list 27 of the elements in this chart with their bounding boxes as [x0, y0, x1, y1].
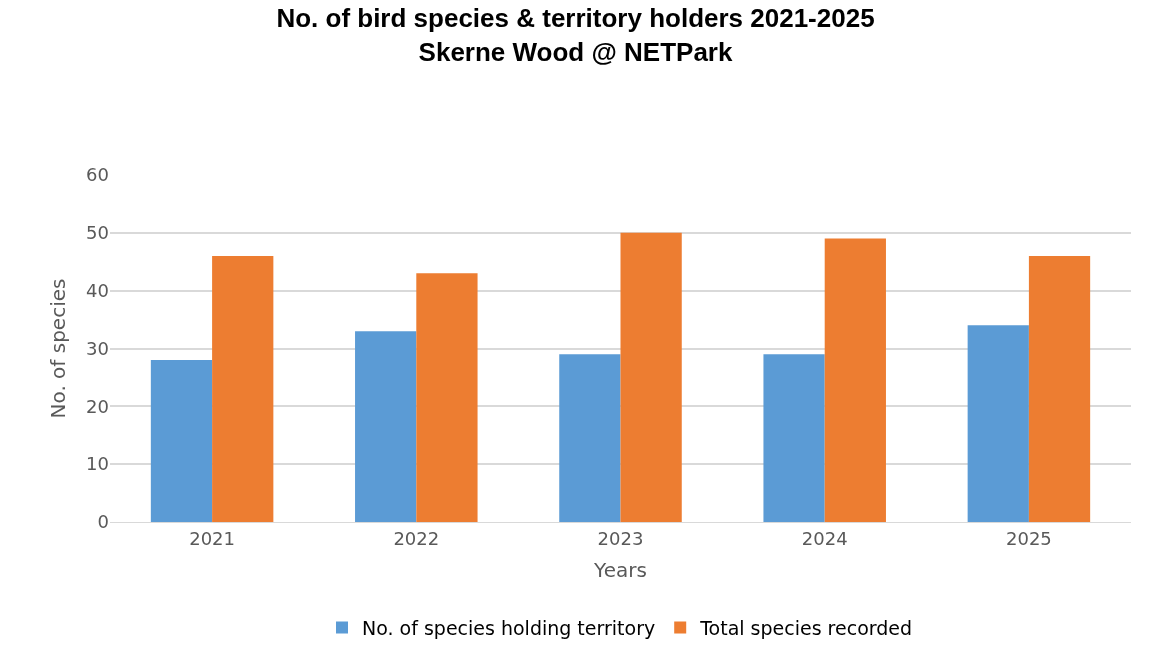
x-tick-label: 2023	[597, 527, 644, 549]
bar	[824, 238, 886, 522]
bar	[355, 331, 417, 522]
x-tick-label: 2022	[393, 527, 440, 549]
legend-label: Total species recorded	[699, 617, 913, 640]
bar	[559, 354, 621, 522]
bar	[620, 232, 682, 522]
legend-label: No. of species holding territory	[362, 617, 656, 640]
y-tick-label: 60	[86, 164, 109, 186]
x-axis-title: Years	[593, 558, 647, 583]
y-tick-label: 20	[86, 395, 109, 417]
chart-title: No. of bird species & territory holders 2021-2025 Skerne Wood @ NETPark	[276, 2, 875, 67]
bar	[763, 354, 825, 522]
bar	[416, 273, 478, 522]
x-tick-label: 2021	[189, 527, 236, 549]
bar	[150, 360, 213, 522]
y-tick-label: 40	[86, 279, 109, 301]
y-tick-label: 0	[97, 511, 109, 533]
bar	[1028, 255, 1091, 522]
bar	[212, 255, 274, 522]
y-tick-label: 50	[86, 222, 109, 244]
y-axis-title: No. of species	[45, 278, 70, 419]
y-tick-label: 30	[86, 337, 109, 359]
y-tick-label: 10	[86, 453, 109, 475]
x-tick-label: 2024	[801, 527, 848, 549]
bar	[967, 325, 1029, 522]
x-tick-label: 2025	[1005, 527, 1052, 549]
